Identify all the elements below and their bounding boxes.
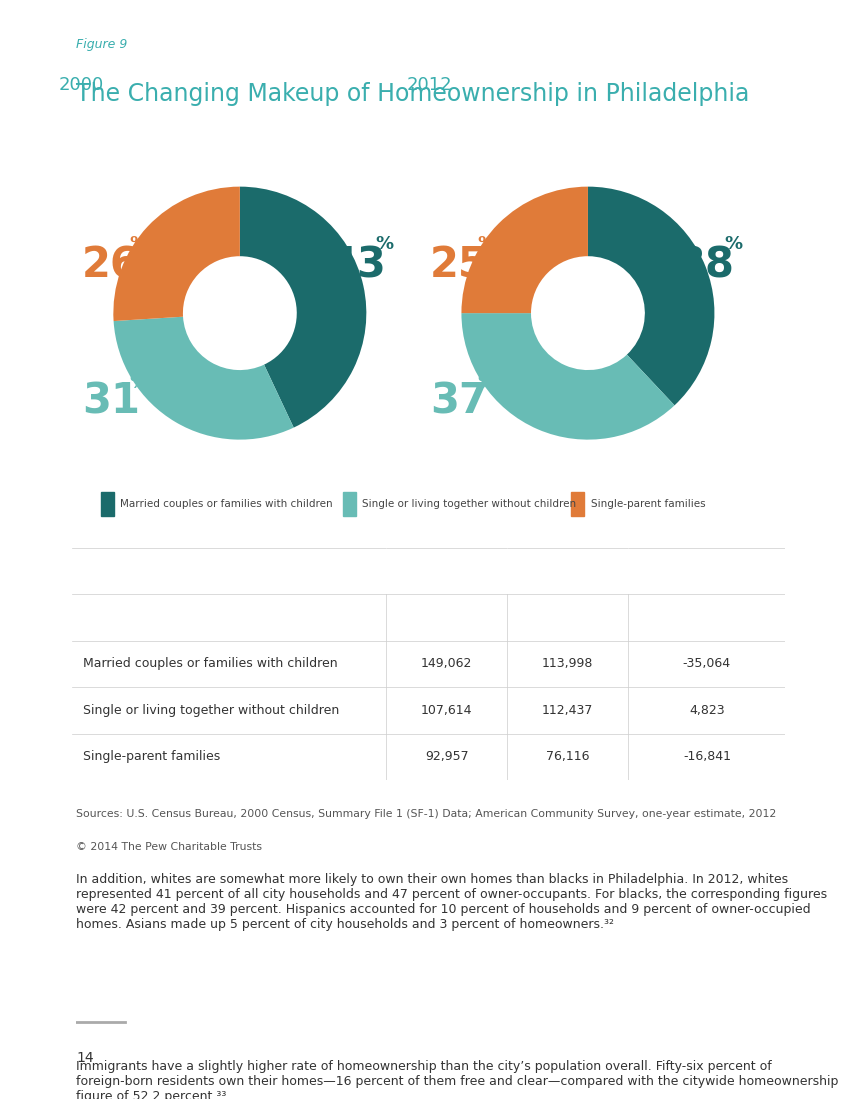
Text: 2012: 2012 [548, 564, 588, 579]
Bar [101, 491, 114, 515]
Wedge shape [239, 187, 367, 428]
Text: 107,614: 107,614 [421, 703, 472, 717]
Text: -35,064: -35,064 [683, 657, 731, 670]
Text: %: % [129, 234, 147, 253]
Wedge shape [461, 187, 588, 313]
Text: Change: Change [680, 564, 734, 578]
Text: 2000: 2000 [426, 564, 467, 579]
Text: 14: 14 [76, 1051, 94, 1065]
Text: In addition, whites are somewhat more likely to own their own homes than blacks : In addition, whites are somewhat more li… [76, 874, 828, 932]
Text: 2012: 2012 [407, 77, 453, 95]
Text: -16,841: -16,841 [683, 751, 731, 764]
Bar [571, 491, 584, 515]
Text: 2000: 2000 [429, 564, 464, 578]
Text: 112,437: 112,437 [543, 703, 593, 717]
Text: 113,998: 113,998 [543, 657, 593, 670]
Wedge shape [461, 313, 674, 440]
Text: 4,823: 4,823 [689, 703, 725, 717]
Wedge shape [588, 187, 715, 406]
Text: Figure 9: Figure 9 [76, 38, 128, 52]
Text: 25: 25 [430, 245, 487, 287]
Text: 2012: 2012 [550, 564, 585, 578]
Text: 302,551: 302,551 [542, 611, 593, 624]
Text: Married couples or families with children: Married couples or families with childre… [120, 499, 333, 509]
Text: The Changing Makeup of Homeownership in Philadelphia: The Changing Makeup of Homeownership in … [76, 82, 750, 107]
Text: Sources: U.S. Census Bureau, 2000 Census, Summary File 1 (SF-1) Data; American C: Sources: U.S. Census Bureau, 2000 Census… [76, 809, 777, 819]
Text: 2000: 2000 [59, 77, 104, 95]
Text: %: % [477, 374, 495, 391]
Text: Married couples or families with children: Married couples or families with childre… [83, 657, 338, 670]
Text: 26: 26 [82, 245, 139, 287]
Text: 149,062: 149,062 [421, 657, 472, 670]
Text: Owner-occupied units: Owner-occupied units [83, 611, 236, 624]
Text: -47,082: -47,082 [683, 611, 731, 624]
Text: 38: 38 [677, 245, 734, 287]
Wedge shape [114, 317, 294, 440]
Text: 43: 43 [329, 245, 386, 287]
Bar [343, 491, 356, 515]
Text: Single or living together without children: Single or living together without childr… [83, 703, 339, 717]
Wedge shape [113, 187, 240, 321]
Text: 349,633: 349,633 [421, 611, 472, 624]
Text: 92,957: 92,957 [424, 751, 469, 764]
Text: Immigrants have a slightly higher rate of homeownership than the city’s populati: Immigrants have a slightly higher rate o… [76, 1061, 839, 1099]
Text: Change: Change [676, 564, 738, 579]
Text: %: % [129, 374, 147, 391]
Text: %: % [376, 234, 394, 253]
Text: © 2014 The Pew Charitable Trusts: © 2014 The Pew Charitable Trusts [76, 843, 262, 853]
Text: 76,116: 76,116 [546, 751, 589, 764]
Text: %: % [724, 234, 742, 253]
Text: 31: 31 [82, 380, 140, 423]
Text: Single-parent families: Single-parent families [591, 499, 706, 509]
Text: Single or living together without children: Single or living together without childr… [363, 499, 576, 509]
Text: Single-parent families: Single-parent families [83, 751, 220, 764]
Text: %: % [477, 234, 495, 253]
Text: 37: 37 [430, 380, 488, 423]
